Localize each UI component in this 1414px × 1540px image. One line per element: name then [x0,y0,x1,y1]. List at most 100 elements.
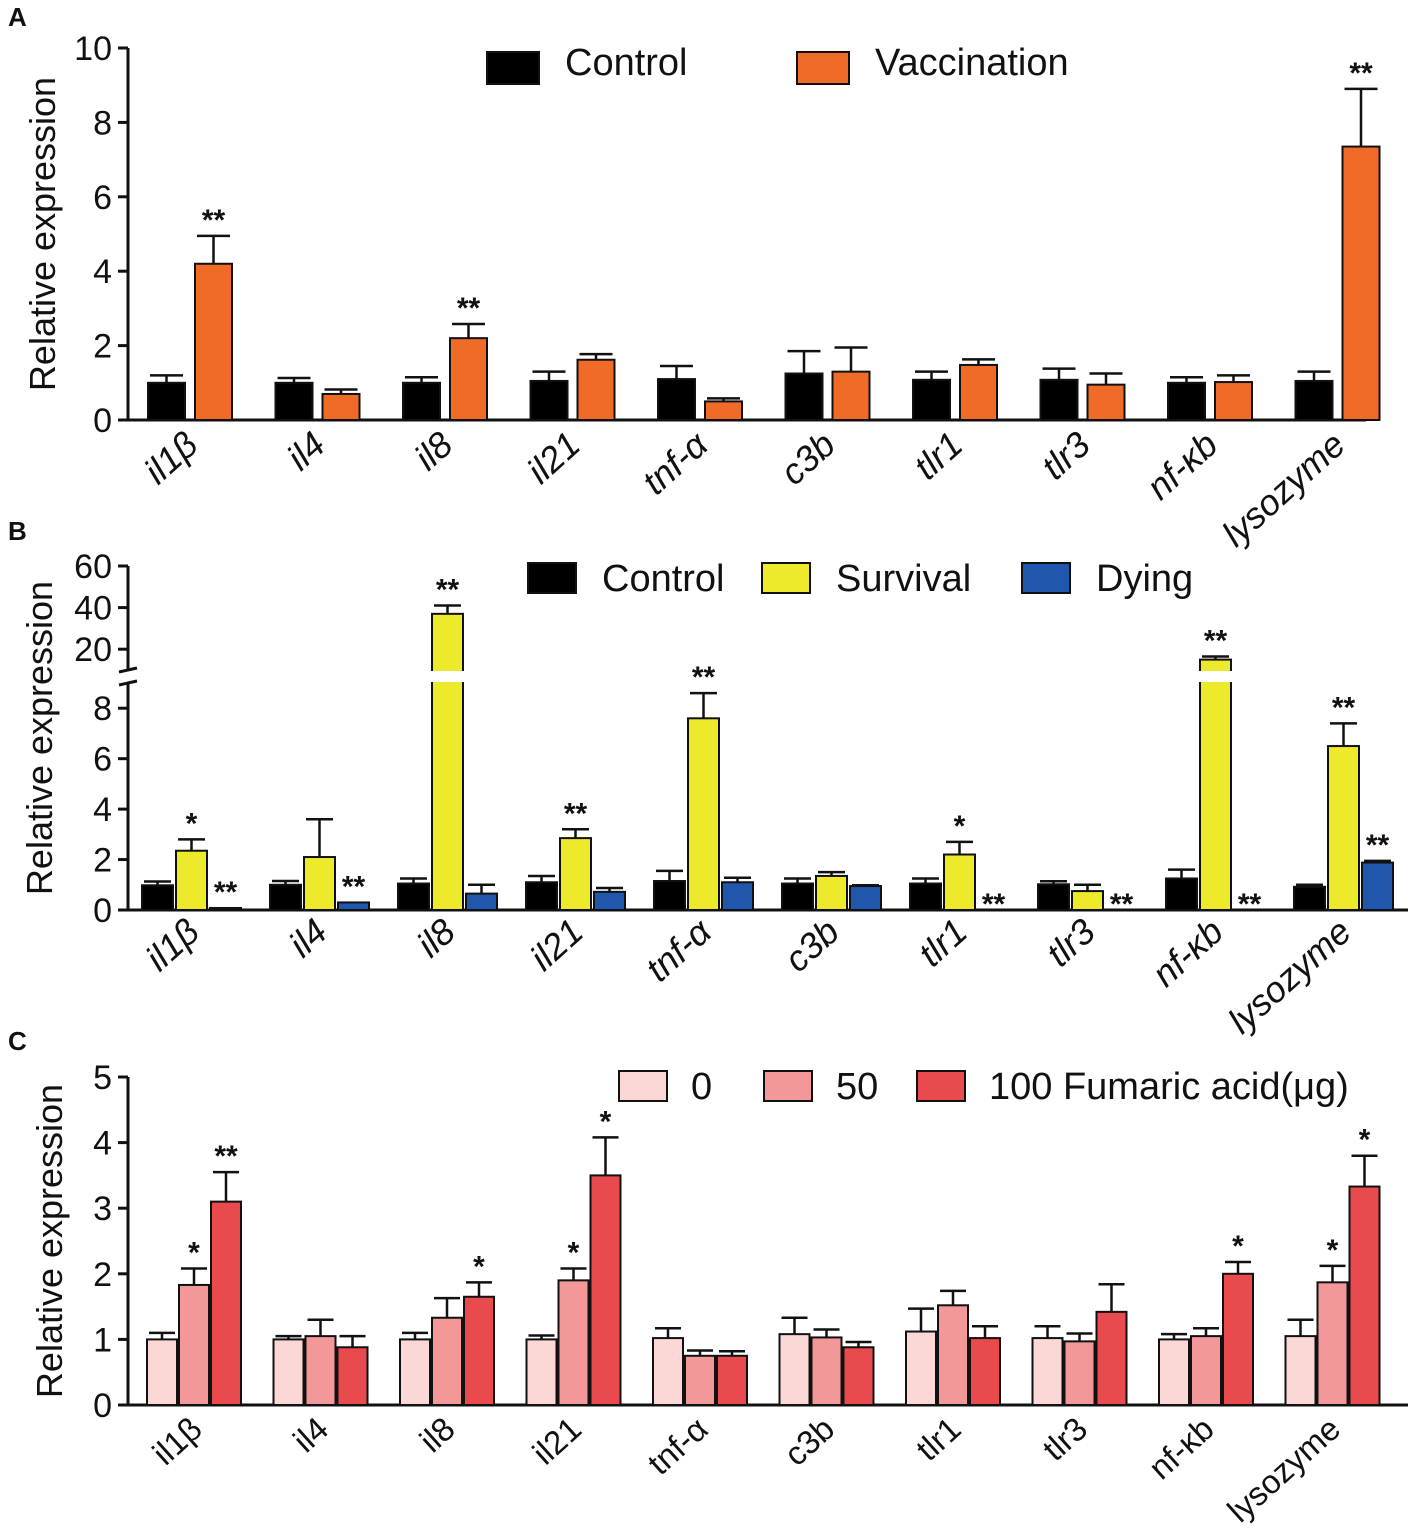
significance-label: ** [214,1140,238,1173]
bar [1086,383,1126,422]
bar [431,1316,463,1406]
significance-label: ** [214,876,238,909]
bar [465,892,498,911]
legend: 0 50 100 Fumaric acid(μg) [618,1066,1349,1108]
x-category-label: tlr1 [909,1410,968,1468]
significance-label: * [568,1237,580,1270]
bar [653,879,686,912]
bar [529,379,569,422]
significance-label: * [954,810,966,843]
bar [1063,1340,1096,1407]
significance-label: ** [1349,57,1373,90]
bar [1167,381,1206,421]
bar [912,378,951,422]
bar [397,882,430,911]
bar [684,1354,716,1407]
bar [559,837,592,911]
bar [1039,378,1079,422]
x-category-label: il21 [519,423,588,491]
bar [1037,883,1070,911]
bar [209,906,242,912]
y-tick-label: 4 [93,253,112,291]
bar [449,337,488,421]
bar [652,1337,684,1407]
significance-label: ** [1110,888,1134,921]
bar [721,881,754,911]
bar [1199,658,1232,911]
bar-break-gap [429,671,466,682]
y-tick-label: 40 [74,590,112,628]
x-category-label: il8 [406,423,460,478]
panel-label: B [8,516,27,546]
bar [304,1335,337,1406]
significance-label: * [1232,1230,1244,1263]
y-tick-label: 5 [93,1059,112,1097]
x-category-label: il1β [136,423,205,491]
significance-label: ** [1332,691,1356,724]
legend: Control Vaccination [486,42,1069,85]
bar [1190,1335,1222,1406]
bar [147,381,186,421]
significance-label: * [1327,1234,1339,1267]
bar [1158,1338,1190,1407]
bar [687,717,720,911]
bar [399,1338,431,1407]
x-category-label: tnf-α [638,909,720,989]
bar [1214,381,1253,421]
bar [321,392,361,421]
bar [810,1336,843,1407]
bar [576,358,616,421]
bar [943,853,976,911]
x-category-label: tnf-α [634,422,716,502]
bar [815,874,848,912]
significance-label: ** [1204,624,1228,657]
y-tick-label: 8 [93,690,112,728]
y-tick-label: 6 [93,741,112,779]
bar [525,1338,558,1407]
bar [784,372,824,421]
significance-label: ** [1366,829,1390,862]
y-tick-label: 2 [93,328,112,366]
y-tick-label: 1 [93,1321,112,1359]
bar [178,1283,210,1407]
bar [969,1337,1001,1407]
bar [303,856,336,911]
bar [272,1338,305,1407]
x-category-label: tlr3 [1033,423,1098,487]
y-tick-label: 0 [93,402,112,440]
significance-label: ** [1238,888,1262,921]
bar [194,262,233,422]
y-tick-label: 0 [93,1387,112,1425]
bar [849,885,882,911]
bar [1165,877,1198,912]
bar [525,881,558,911]
bar [1071,890,1104,911]
x-category-label: il21 [525,1410,588,1472]
legend-swatch [796,51,850,85]
significance-label: ** [342,870,366,903]
bar [831,370,871,422]
bar [146,1338,178,1407]
x-category-label: il4 [279,423,333,478]
x-category-label: il4 [281,910,335,965]
bar [1095,1310,1128,1407]
bar [431,612,464,912]
legend-swatch [761,562,811,594]
legend-label: Control [602,558,725,600]
x-category-label: il21 [522,910,591,978]
bar [1316,1281,1349,1406]
y-tick-label: 0 [93,892,112,930]
bar [557,1279,590,1406]
significance-label: * [1359,1124,1371,1157]
significance-label: ** [692,661,716,694]
axis-break-mark [118,679,138,687]
x-category-label: c3b [777,1410,841,1473]
bar [1361,861,1394,911]
significance-label: ** [436,574,460,607]
bar [704,400,743,421]
bar [905,1330,937,1406]
x-category-label: c3b [776,910,847,979]
x-category-label: tlr3 [1038,910,1103,974]
